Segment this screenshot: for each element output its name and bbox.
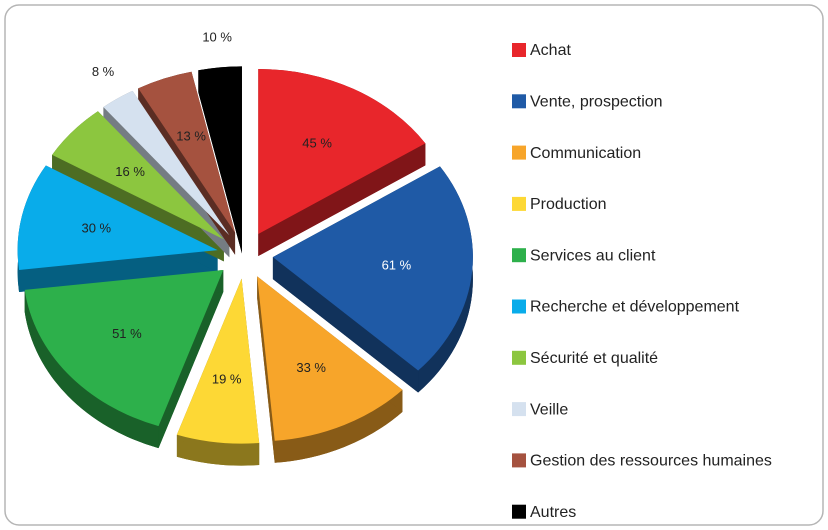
legend-label: Sécurité et qualité <box>530 350 658 367</box>
legend-swatch <box>512 504 526 519</box>
legend-label: Production <box>530 196 607 213</box>
slice <box>257 276 403 441</box>
slice-side <box>274 389 403 463</box>
legend-swatch <box>512 196 526 211</box>
legend-label: Vente, prospection <box>530 94 663 111</box>
slice <box>258 69 426 235</box>
legend-swatch <box>512 402 526 417</box>
legend-swatch <box>512 94 526 109</box>
legend-swatch <box>512 248 526 263</box>
data-label: 8 % <box>92 64 115 79</box>
data-label: 51 % <box>112 326 142 341</box>
slice-side <box>158 269 224 449</box>
legend-swatch <box>512 453 526 468</box>
slice <box>17 165 218 270</box>
legend-label: Communication <box>530 145 641 162</box>
slice <box>52 111 224 240</box>
data-label: 61 % <box>382 258 412 273</box>
data-label: 45 % <box>302 135 332 150</box>
slice-side <box>257 276 275 463</box>
data-label: 30 % <box>81 220 111 235</box>
data-label: 16 % <box>115 164 145 179</box>
slice-side <box>19 250 218 292</box>
legend-label: Gestion des ressources humaines <box>530 453 772 470</box>
data-label: 10 % <box>202 29 232 44</box>
legend-swatch <box>512 299 526 314</box>
slice-side <box>24 289 159 449</box>
slice-side <box>176 434 260 466</box>
legend-label: Veille <box>530 401 568 418</box>
legend-swatch <box>512 350 526 365</box>
legend-swatch <box>512 145 526 160</box>
slice <box>198 66 242 232</box>
legend-label: Autres <box>530 504 576 521</box>
slice-side <box>258 143 426 257</box>
slice <box>103 90 230 236</box>
slice <box>138 71 236 233</box>
slice-side <box>418 166 473 393</box>
legend-label: Achat <box>530 42 571 59</box>
data-label: 19 % <box>212 372 242 387</box>
slice-side <box>272 257 419 393</box>
legend-label: Recherche et développement <box>530 299 740 316</box>
slice <box>24 269 224 427</box>
data-label: 13 % <box>176 129 206 144</box>
slice-side <box>198 70 242 254</box>
legend-swatch <box>512 43 526 57</box>
slice <box>176 278 260 444</box>
slice <box>272 166 473 371</box>
data-label: 33 % <box>296 360 326 375</box>
legend-label: Services au client <box>530 247 656 264</box>
